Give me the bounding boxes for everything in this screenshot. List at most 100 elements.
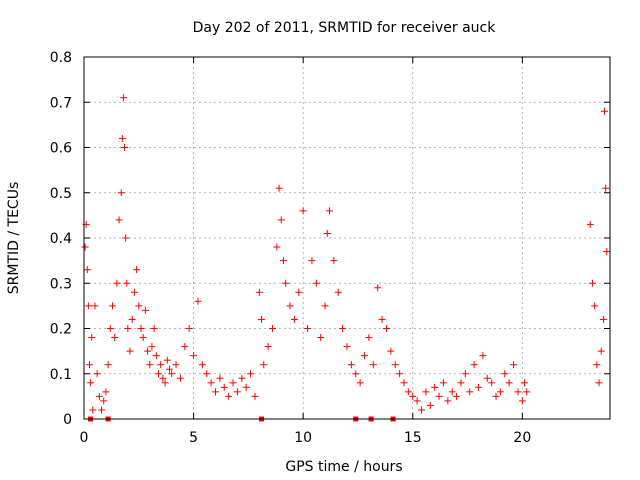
data-point (475, 383, 482, 391)
data-point (194, 297, 202, 305)
data-point (277, 216, 285, 224)
data-point (308, 257, 316, 265)
data-point (102, 388, 110, 396)
data-point (369, 361, 377, 369)
data-point (591, 302, 599, 310)
data-point (312, 279, 320, 287)
data-point (190, 352, 198, 360)
data-point (258, 315, 266, 323)
data-point (365, 334, 373, 342)
data-point (325, 207, 333, 215)
data-point (207, 379, 215, 387)
data-point (295, 288, 303, 296)
data-point (161, 379, 169, 387)
data-point (124, 325, 132, 332)
data-point (139, 334, 147, 342)
data-point (299, 207, 307, 215)
data-point (229, 379, 237, 387)
x-tick-label: 20 (513, 430, 531, 446)
data-point (251, 392, 259, 400)
data-point (595, 379, 603, 387)
data-point (597, 347, 605, 355)
data-point (121, 144, 129, 151)
data-point (181, 343, 189, 351)
data-point (418, 406, 426, 414)
data-point (238, 374, 246, 382)
data-point (492, 392, 500, 400)
data-point (453, 392, 461, 400)
data-point (588, 279, 596, 287)
data-point (260, 361, 268, 369)
data-point (374, 284, 382, 292)
y-tick-label: 0.3 (50, 276, 72, 292)
data-point (176, 374, 184, 382)
data-point (144, 347, 152, 355)
data-point (396, 370, 404, 378)
data-point (168, 370, 176, 378)
data-point (119, 94, 127, 102)
data-point (448, 388, 456, 396)
data-point (155, 370, 163, 378)
data-point (165, 365, 173, 373)
data-point (106, 325, 114, 332)
y-tick-label: 0.4 (50, 231, 72, 247)
data-point (599, 315, 607, 323)
data-point (255, 288, 263, 296)
data-point (126, 347, 134, 355)
data-point (461, 370, 469, 378)
x-tick-label: 15 (404, 430, 422, 446)
data-point (290, 315, 298, 323)
data-point (150, 325, 158, 332)
data-point (321, 302, 329, 310)
data-point (361, 352, 369, 360)
data-point (273, 243, 281, 251)
data-point (400, 379, 408, 387)
data-point (601, 107, 609, 115)
y-axis-label: SRMTID / TECUs (6, 182, 22, 295)
data-point (422, 388, 430, 396)
data-point (339, 325, 347, 332)
y-tick-label: 0.8 (50, 50, 72, 66)
y-tick-label: 0.7 (50, 95, 72, 111)
data-point (523, 388, 531, 396)
data-point (387, 347, 395, 355)
data-point (152, 352, 160, 360)
data-point (264, 343, 272, 351)
data-point (602, 184, 610, 192)
data-point (98, 406, 106, 414)
data-point (444, 397, 452, 405)
data-point (163, 356, 171, 364)
data-point (89, 406, 97, 414)
y-tick-label: 0.1 (50, 367, 72, 383)
data-point (334, 288, 342, 296)
data-point (514, 388, 522, 396)
data-point (203, 370, 211, 378)
data-point (148, 343, 156, 351)
data-point (501, 370, 509, 378)
data-point (347, 361, 355, 369)
data-point (159, 374, 167, 382)
data-point (91, 302, 99, 310)
data-point (113, 279, 121, 287)
data-point (104, 361, 112, 369)
data-point (268, 325, 276, 332)
data-point (496, 388, 504, 396)
data-point (286, 302, 294, 310)
data-point (593, 361, 601, 369)
data-point (356, 379, 364, 387)
data-point (282, 279, 290, 287)
axis-ticks (83, 56, 610, 420)
data-point (409, 392, 417, 400)
data-point (216, 374, 224, 382)
x-tick-label: 5 (189, 430, 198, 446)
data-point (130, 288, 138, 296)
data-point (466, 388, 474, 396)
data-point (85, 361, 93, 369)
data-point (225, 392, 233, 400)
data-point (84, 302, 92, 310)
data-point (435, 392, 443, 400)
y-tick-label: 0.6 (50, 141, 72, 157)
data-point (198, 361, 206, 369)
data-point (133, 266, 141, 274)
data-point (304, 325, 312, 332)
